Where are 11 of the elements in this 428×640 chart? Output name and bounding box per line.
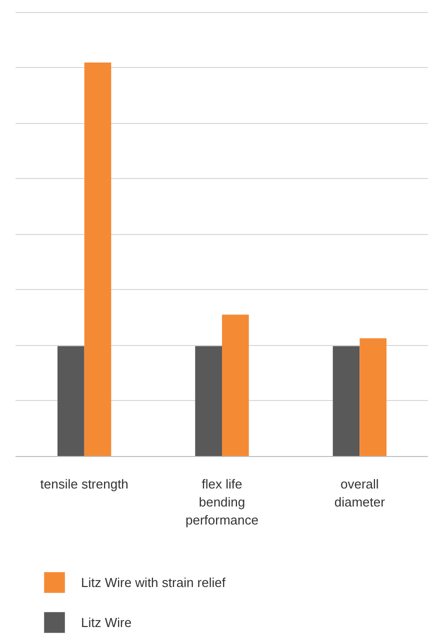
legend-label: Litz Wire bbox=[81, 614, 132, 630]
bar bbox=[222, 314, 249, 456]
x-tick-label: tensile strength bbox=[40, 476, 128, 492]
x-tick-label: flex life bending performance bbox=[186, 476, 258, 528]
bar bbox=[57, 346, 84, 456]
bar bbox=[84, 62, 112, 456]
bar bbox=[195, 346, 222, 456]
bar bbox=[360, 338, 387, 456]
legend-label: Litz Wire with strain relief bbox=[81, 574, 226, 590]
x-tick-label: overall diameter bbox=[334, 476, 386, 510]
bar bbox=[332, 346, 360, 456]
